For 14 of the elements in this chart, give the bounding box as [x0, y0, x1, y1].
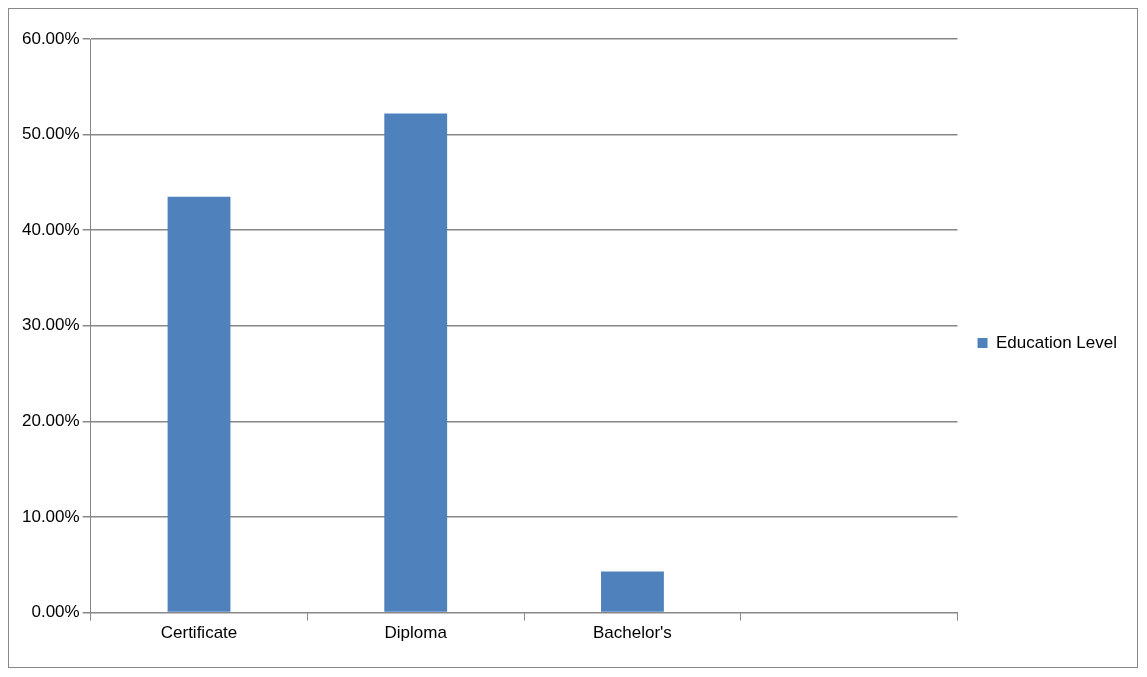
legend-label: Education Level — [996, 332, 1118, 352]
bar — [167, 196, 231, 612]
y-tick-label: 20.00% — [21, 411, 80, 431]
y-tick-label: 60.00% — [21, 28, 80, 48]
x-tick-label: Bachelor's — [593, 623, 672, 643]
y-tick-label: 10.00% — [21, 506, 80, 526]
y-tick-label: 0.00% — [31, 602, 80, 622]
bar — [384, 113, 448, 612]
y-tick-label: 50.00% — [21, 124, 80, 144]
x-tick-label: Certificate — [160, 623, 238, 643]
bar — [601, 571, 664, 612]
x-tick-label: Diploma — [384, 623, 448, 643]
y-tick-label: 40.00% — [21, 219, 80, 239]
y-tick-label: 30.00% — [21, 315, 80, 335]
